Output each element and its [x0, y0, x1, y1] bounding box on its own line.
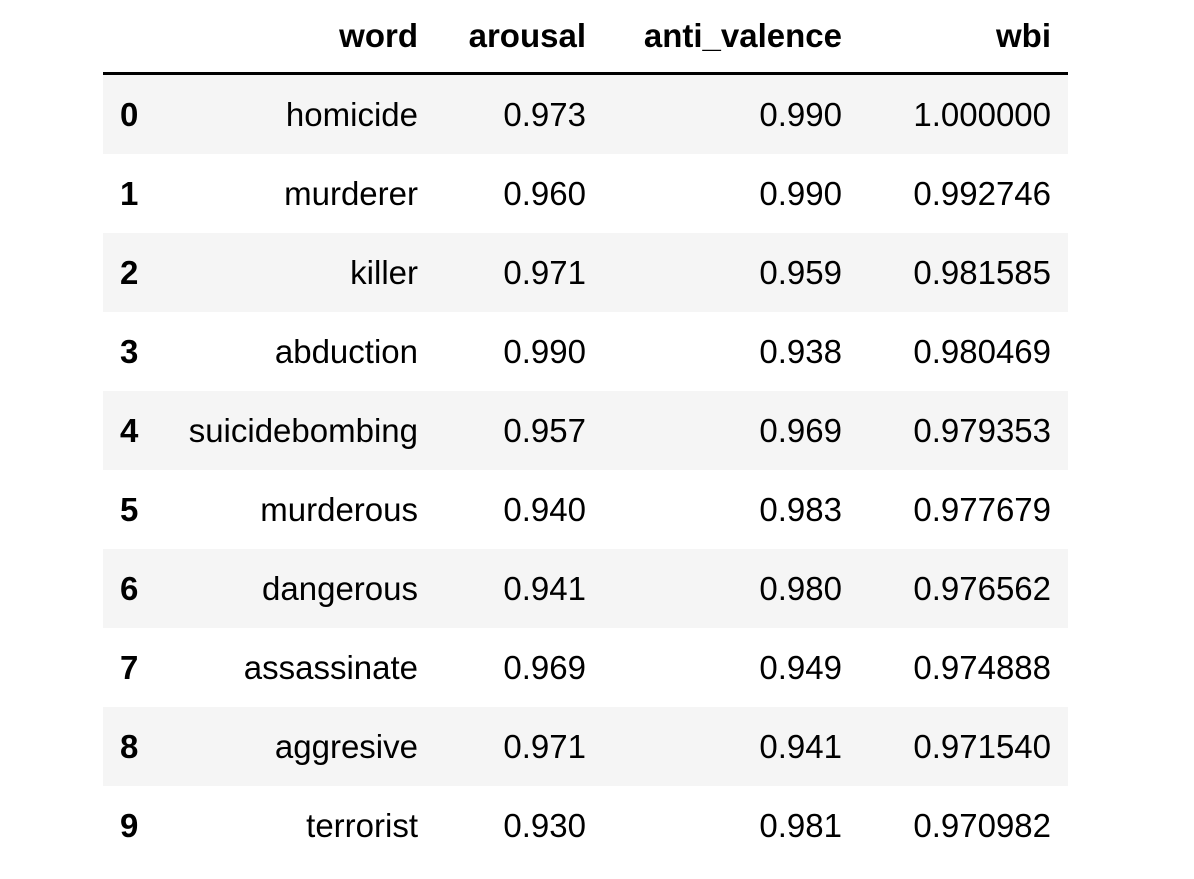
cell-wbi: 0.979353: [913, 411, 1051, 449]
cell-anti-valence: 0.990: [759, 95, 842, 133]
cell-word: dangerous: [262, 569, 418, 607]
cell-arousal: 0.960: [503, 174, 586, 212]
cell-anti-valence: 0.969: [759, 411, 842, 449]
dataframe-table: word arousal anti_valence wbi 0 homicide…: [103, 0, 1068, 865]
table-row: 1 murderer 0.960 0.990 0.992746: [103, 154, 1068, 233]
cell-arousal: 0.940: [503, 490, 586, 528]
cell-anti-valence: 0.990: [759, 174, 842, 212]
cell-arousal: 0.969: [503, 648, 586, 686]
table-body: 0 homicide 0.973 0.990 1.000000 1 murder…: [103, 73, 1068, 865]
row-index: 4: [120, 411, 139, 449]
header-anti-valence: anti_valence: [603, 0, 859, 75]
row-index: 6: [120, 569, 139, 607]
cell-arousal: 0.930: [503, 806, 586, 844]
cell-word: suicidebombing: [188, 411, 418, 449]
row-index: 2: [120, 253, 139, 291]
header-arousal: arousal: [435, 0, 603, 75]
table-row: 9 terrorist 0.930 0.981 0.970982: [103, 786, 1068, 865]
header-index: [103, 0, 177, 75]
cell-word: murderous: [260, 490, 418, 528]
cell-arousal: 0.957: [503, 411, 586, 449]
cell-wbi: 0.992746: [913, 174, 1051, 212]
table-header: word arousal anti_valence wbi: [103, 0, 1068, 75]
cell-anti-valence: 0.981: [759, 806, 842, 844]
cell-wbi: 0.970982: [913, 806, 1051, 844]
row-index: 5: [120, 490, 139, 528]
cell-anti-valence: 0.941: [759, 727, 842, 765]
table-row: 2 killer 0.971 0.959 0.981585: [103, 233, 1068, 312]
table-row: 3 abduction 0.990 0.938 0.980469: [103, 312, 1068, 391]
cell-word: murderer: [284, 174, 418, 212]
cell-anti-valence: 0.959: [759, 253, 842, 291]
cell-word: killer: [350, 253, 418, 291]
row-index: 9: [120, 806, 139, 844]
cell-wbi: 0.971540: [913, 727, 1051, 765]
header-row: word arousal anti_valence wbi: [103, 0, 1068, 75]
cell-arousal: 0.941: [503, 569, 586, 607]
row-index: 0: [120, 95, 139, 133]
cell-arousal: 0.990: [503, 332, 586, 370]
cell-wbi: 0.976562: [913, 569, 1051, 607]
cell-arousal: 0.971: [503, 727, 586, 765]
dataframe-output: word arousal anti_valence wbi 0 homicide…: [103, 0, 1068, 865]
cell-wbi: 0.981585: [913, 253, 1051, 291]
table-row: 5 murderous 0.940 0.983 0.977679: [103, 470, 1068, 549]
cell-wbi: 0.980469: [913, 332, 1051, 370]
table-row: 4 suicidebombing 0.957 0.969 0.979353: [103, 391, 1068, 470]
cell-arousal: 0.971: [503, 253, 586, 291]
cell-anti-valence: 0.980: [759, 569, 842, 607]
row-index: 1: [120, 174, 139, 212]
cell-wbi: 1.000000: [913, 95, 1051, 133]
cell-wbi: 0.977679: [913, 490, 1051, 528]
cell-anti-valence: 0.938: [759, 332, 842, 370]
cell-word: terrorist: [306, 806, 418, 844]
table-row: 0 homicide 0.973 0.990 1.000000: [103, 73, 1068, 154]
cell-word: assassinate: [243, 648, 418, 686]
header-word: word: [177, 0, 435, 75]
header-wbi: wbi: [859, 0, 1068, 75]
row-index: 8: [120, 727, 139, 765]
cell-anti-valence: 0.949: [759, 648, 842, 686]
cell-arousal: 0.973: [503, 95, 586, 133]
cell-word: abduction: [274, 332, 418, 370]
table-row: 7 assassinate 0.969 0.949 0.974888: [103, 628, 1068, 707]
table-row: 6 dangerous 0.941 0.980 0.976562: [103, 549, 1068, 628]
cell-wbi: 0.974888: [913, 648, 1051, 686]
row-index: 7: [120, 648, 139, 686]
table-row: 8 aggresive 0.971 0.941 0.971540: [103, 707, 1068, 786]
row-index: 3: [120, 332, 139, 370]
cell-word: aggresive: [274, 727, 418, 765]
cell-anti-valence: 0.983: [759, 490, 842, 528]
cell-word: homicide: [285, 95, 418, 133]
